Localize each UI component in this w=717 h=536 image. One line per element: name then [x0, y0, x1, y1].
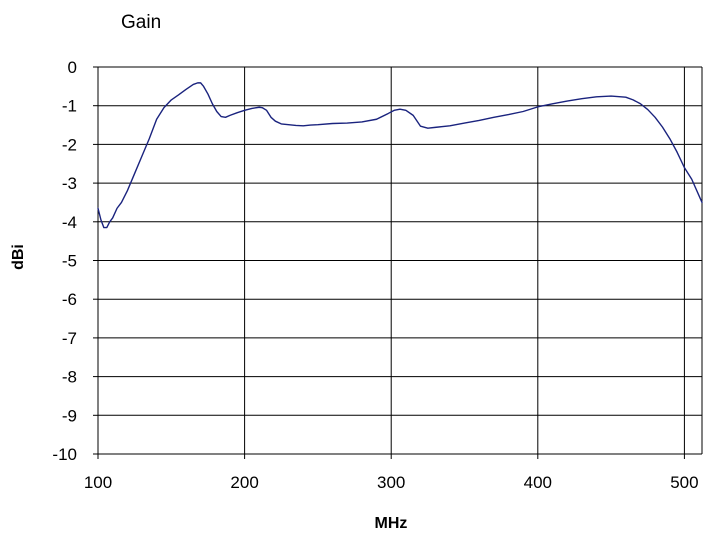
- y-tick-label: -10: [52, 445, 77, 464]
- chart-title: Gain: [121, 12, 161, 33]
- y-axis-label: dBi: [10, 244, 27, 270]
- y-tick-label: -5: [62, 252, 77, 271]
- y-tick-label: -2: [62, 135, 77, 154]
- y-tick-label: -7: [62, 329, 77, 348]
- x-axis-label: MHz: [375, 515, 408, 532]
- x-tick-label: 400: [524, 473, 552, 492]
- y-tick-label: 0: [68, 58, 77, 77]
- x-tick-label: 300: [377, 473, 405, 492]
- series-layer: [97, 82, 703, 229]
- x-tick-label: 200: [230, 473, 258, 492]
- y-tick-label: -9: [62, 406, 77, 425]
- gain-series-line: [97, 82, 703, 229]
- grid-layer: [93, 66, 703, 459]
- x-tick-label: 100: [84, 473, 112, 492]
- ticks-layer: 0 -1 -2 -3 -4 -5 -6 -7 -8 -9 -10 100 200 300 400 500: [52, 58, 698, 492]
- y-tick-label: -4: [62, 213, 77, 232]
- y-tick-label: -3: [62, 174, 77, 193]
- y-tick-label: -6: [62, 290, 77, 309]
- y-tick-label: -1: [62, 97, 77, 116]
- x-tick-label: 500: [670, 473, 698, 492]
- y-tick-label: -8: [62, 368, 77, 387]
